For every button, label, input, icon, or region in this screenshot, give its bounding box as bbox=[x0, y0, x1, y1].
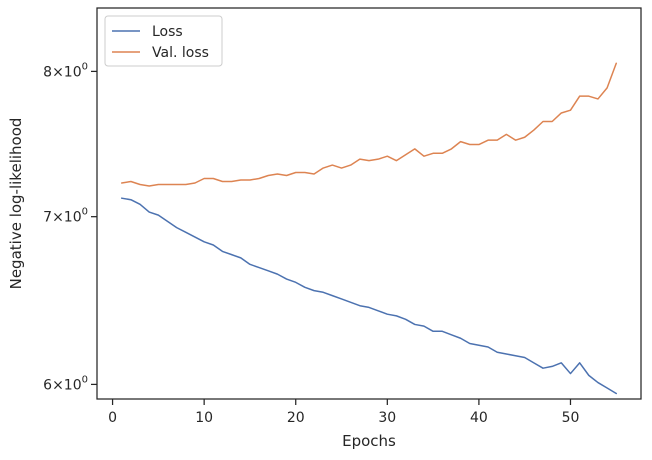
legend-label: Val. loss bbox=[152, 45, 209, 61]
legend-box bbox=[104, 15, 223, 67]
x-tick-label: 20 bbox=[287, 410, 305, 426]
x-tick-label: 10 bbox=[195, 410, 213, 426]
x-tick-label: 50 bbox=[562, 410, 580, 426]
plot-lines bbox=[120, 62, 618, 395]
y-tick-label: 6×100 bbox=[43, 374, 88, 393]
legend: Loss Val. loss bbox=[104, 15, 223, 67]
legend-label: Loss bbox=[152, 24, 183, 40]
plot-frame bbox=[96, 7, 642, 400]
y-tick-label: 8×100 bbox=[43, 61, 88, 80]
series-line-1 bbox=[120, 197, 618, 395]
y-axis-label: Negative log-likelihood bbox=[7, 118, 25, 290]
y-tick-label: 7×100 bbox=[43, 207, 88, 226]
series-line-2 bbox=[120, 62, 618, 187]
x-axis: 0 10 20 30 40 50 bbox=[108, 399, 579, 426]
x-axis-label: Epochs bbox=[342, 432, 396, 450]
x-tick-label: 30 bbox=[378, 410, 396, 426]
x-tick-label: 0 bbox=[108, 410, 117, 426]
x-tick-label: 40 bbox=[470, 410, 488, 426]
y-axis: 6×100 7×100 8×100 bbox=[43, 61, 97, 393]
